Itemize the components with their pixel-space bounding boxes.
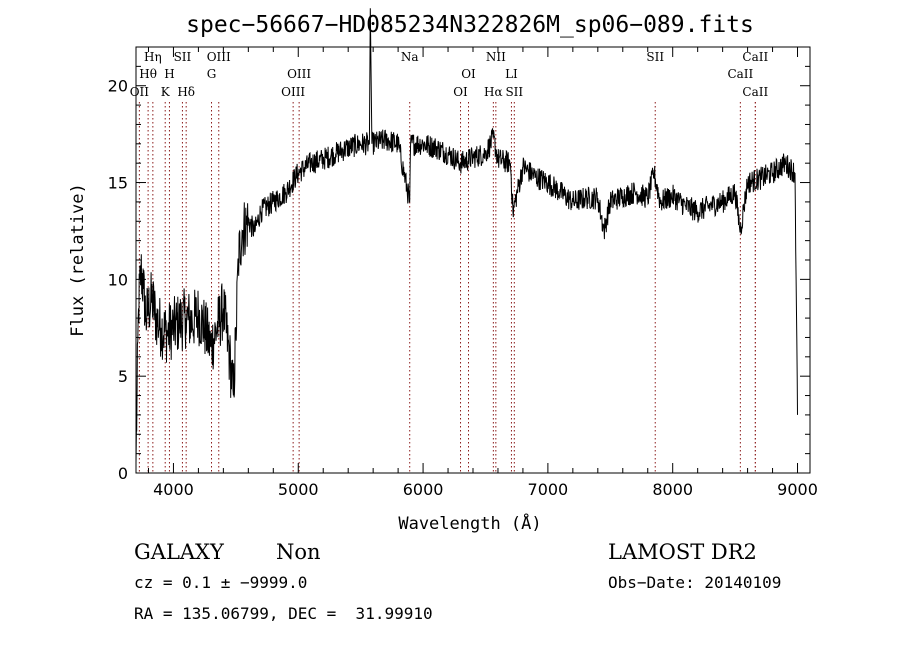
marker-label: OI — [453, 85, 468, 99]
marker-label: OIII — [287, 67, 311, 81]
marker-label: SII — [174, 50, 192, 64]
object-class: GALAXY — [134, 540, 225, 564]
marker-label: LI — [505, 67, 518, 81]
y-axis-label: Flux (relative) — [68, 183, 88, 337]
marker-label: G — [207, 67, 217, 81]
marker-label: Na — [401, 50, 419, 64]
marker-label: OIII — [207, 50, 231, 64]
marker-label: OIII — [281, 85, 305, 99]
marker-label: H — [164, 67, 174, 81]
x-tick-label: 9000 — [777, 480, 818, 499]
marker-label: NII — [486, 50, 506, 64]
marker-label: CaII — [742, 50, 768, 64]
marker-label: Hα — [484, 85, 503, 99]
x-tick-label: 7000 — [528, 480, 569, 499]
marker-label: K — [161, 85, 171, 99]
x-tick-label: 6000 — [403, 480, 444, 499]
marker-label: OII — [130, 85, 150, 99]
redshift-info: cz = 0.1 ± −9999.0 — [134, 573, 307, 592]
marker-label: Hδ — [177, 85, 195, 99]
marker-label: Hη — [144, 50, 162, 64]
obs-date: Obs−Date: 20140109 — [608, 573, 781, 592]
y-tick-label: 20 — [108, 77, 128, 96]
y-tick-label: 10 — [108, 270, 128, 289]
x-tick-label: 8000 — [652, 480, 693, 499]
x-tick-label: 4000 — [153, 480, 194, 499]
marker-label: CaII — [727, 67, 753, 81]
survey-name: LAMOST DR2 — [608, 540, 757, 564]
object-subclass: Non — [276, 540, 321, 564]
marker-label: Hθ — [139, 67, 157, 81]
coordinates: RA = 135.06799, DEC = 31.99910 — [134, 604, 433, 623]
x-tick-label: 5000 — [278, 480, 319, 499]
chart-title: spec−56667−HD085234N322826M_sp06−089.fit… — [186, 12, 754, 38]
spectrum-line — [135, 8, 798, 464]
x-axis-label: Wavelength (Å) — [398, 512, 541, 534]
y-tick-label: 15 — [108, 174, 128, 193]
y-tick-label: 5 — [118, 367, 128, 386]
marker-label: CaII — [742, 85, 768, 99]
marker-label: OI — [461, 67, 476, 81]
y-tick-label: 0 — [118, 464, 128, 483]
marker-label: SII — [505, 85, 523, 99]
marker-label: SII — [646, 50, 664, 64]
plot-frame — [135, 46, 811, 474]
